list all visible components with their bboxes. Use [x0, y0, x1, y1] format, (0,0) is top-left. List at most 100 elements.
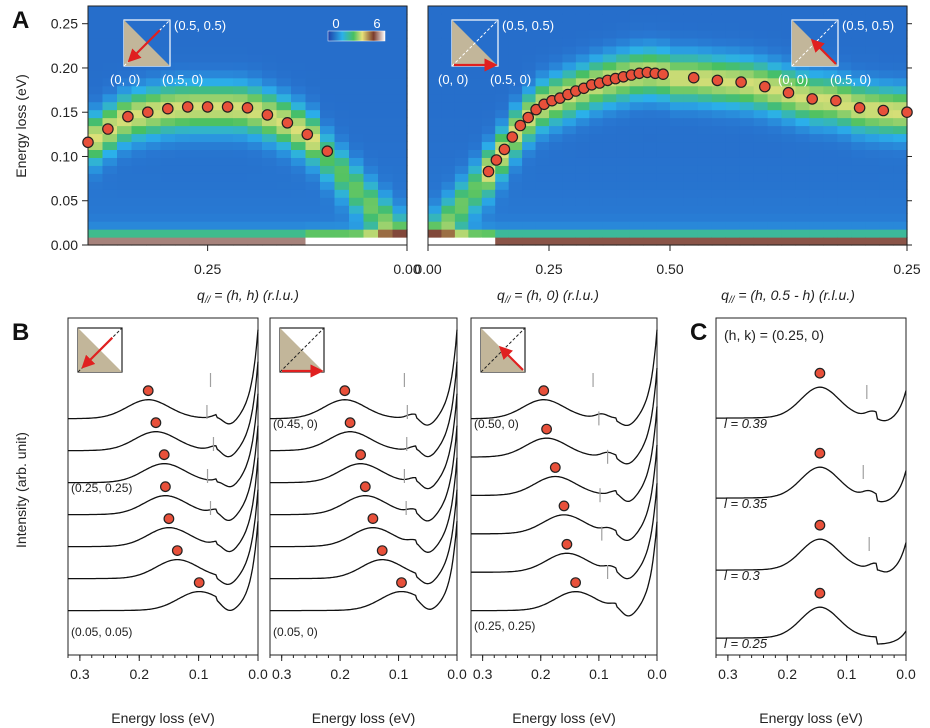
spectra-x-tick-label: 0.3 — [473, 666, 493, 682]
heatmap-cell — [291, 213, 307, 222]
heatmap-cell — [697, 13, 713, 23]
heatmap-cell — [879, 165, 894, 174]
heatmap-cell — [102, 69, 118, 79]
heatmap-cell — [656, 53, 671, 63]
heatmap-cell — [549, 69, 564, 79]
heatmap-cell — [549, 157, 564, 166]
heatmap-cell — [795, 13, 811, 23]
heatmap-cell — [102, 181, 118, 190]
heatmap-cell — [753, 101, 769, 111]
heatmap-cell — [643, 85, 658, 95]
heatmap-cell — [629, 197, 644, 206]
heatmap-cell — [454, 77, 469, 87]
heatmap-cell — [629, 213, 644, 222]
heatmap-cell — [602, 149, 617, 158]
heatmap-cell — [508, 69, 523, 79]
heatmap-cell — [88, 181, 104, 190]
heatmap-cell — [320, 45, 336, 55]
heatmap-cell — [508, 29, 523, 39]
heatmap-cell — [823, 181, 838, 190]
heatmap-cell — [725, 133, 741, 143]
heatmap-cell — [865, 21, 880, 31]
heatmap-cell — [656, 77, 671, 87]
heatmap-cell — [851, 77, 866, 87]
heatmap-cell — [683, 53, 699, 63]
heatmap-cell — [549, 181, 564, 190]
heatmap-cell — [656, 109, 671, 119]
heatmap-cell — [643, 29, 658, 39]
heatmap-cell — [131, 13, 147, 23]
heatmap-cell — [160, 125, 176, 135]
heatmap-cell — [711, 157, 727, 166]
heatmap-cell — [739, 13, 755, 23]
heatmap-cell — [189, 117, 205, 127]
brillouin-zone-inset: (0.5, 0.5)(0, 0) (0.5, 0) — [110, 18, 226, 87]
heatmap-cell — [522, 45, 537, 55]
heatmap-cell — [146, 237, 162, 246]
heatmap-cell — [291, 37, 307, 47]
heatmap-cell — [481, 149, 496, 158]
heatmap-cell — [320, 205, 336, 214]
heatmap-cell — [233, 213, 249, 222]
heatmap-cell — [218, 6, 234, 15]
heatmap-cell — [683, 181, 699, 190]
heatmap-cell — [879, 13, 894, 23]
dispersion-marker — [657, 68, 669, 80]
heatmap-cell — [218, 205, 234, 214]
heatmap-cell — [305, 133, 321, 143]
heatmap-cell — [837, 125, 852, 135]
dispersion-marker — [122, 110, 134, 123]
heatmap-cell — [204, 141, 220, 150]
heatmap-cell — [711, 173, 727, 182]
heatmap-cell — [670, 205, 685, 214]
heatmap-cell — [495, 61, 510, 71]
heatmap-cell — [562, 69, 577, 79]
heatmap-cell — [481, 213, 496, 222]
heatmap-cell — [334, 165, 350, 174]
heatmap-cell — [879, 237, 894, 246]
heatmap-cell — [589, 189, 604, 198]
heatmap-cell — [233, 93, 249, 103]
zone-corner-label-origin: (0, 0) — [778, 72, 808, 87]
y-tick-label: 0.20 — [51, 60, 78, 76]
heatmap-cell — [189, 125, 205, 135]
spectrum-curve — [270, 521, 458, 612]
heatmap-cell — [508, 61, 523, 71]
heatmap-cell — [454, 6, 469, 15]
heatmap-cell — [276, 69, 292, 79]
heatmap-cell — [175, 237, 191, 246]
heatmap-cell — [276, 13, 292, 23]
heatmap-cell — [175, 37, 191, 47]
heatmap-cell — [725, 237, 741, 246]
heatmap-cell — [795, 6, 811, 15]
heatmap-cell — [535, 181, 550, 190]
heatmap-cell — [562, 189, 577, 198]
heatmap-cell — [146, 157, 162, 166]
heatmap-cell — [247, 173, 263, 182]
heatmap-cell — [865, 237, 880, 246]
heatmap-cell — [233, 45, 249, 55]
heatmap-cell — [879, 21, 894, 31]
heatmap-cell — [809, 157, 824, 166]
heatmap-cell — [349, 141, 365, 150]
heatmap-cell — [247, 229, 263, 238]
heatmap-cell — [656, 173, 671, 182]
heatmap-cell — [837, 229, 852, 238]
heatmap-cell — [189, 29, 205, 39]
heatmap-cell — [725, 229, 741, 238]
heatmap-cell — [262, 37, 278, 47]
heatmap-cell — [392, 69, 408, 79]
heatmap-cell — [522, 77, 537, 87]
heatmap-cell — [781, 133, 797, 143]
heatmap-cell — [809, 173, 824, 182]
heatmap-cell — [233, 77, 249, 87]
spectra-x-axis-label: Energy loss (eV) — [111, 710, 214, 726]
spectrum-curve — [471, 483, 658, 580]
heatmap-cell — [146, 117, 162, 127]
heatmap-cell — [697, 45, 713, 55]
heatmap-cell — [88, 109, 104, 119]
heatmap-cell — [233, 125, 249, 135]
heatmap-cell — [562, 197, 577, 206]
heatmap-cell — [481, 221, 496, 230]
heatmap-cell — [349, 237, 365, 246]
